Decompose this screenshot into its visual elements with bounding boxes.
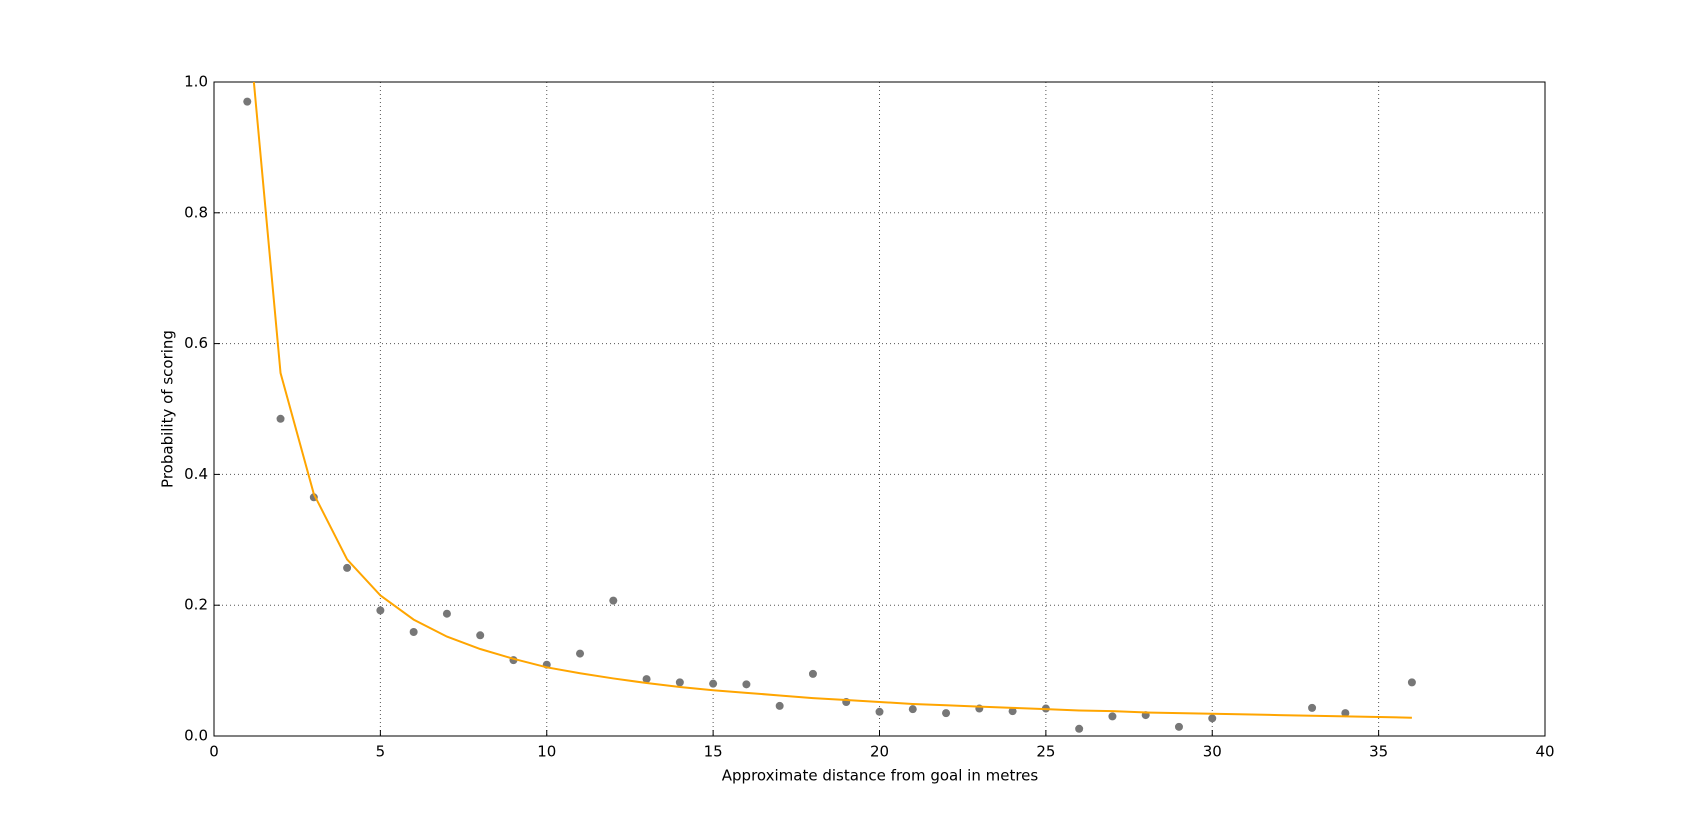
data-point [642,675,651,684]
data-point [775,701,784,710]
data-point [1208,714,1217,723]
data-point [1008,707,1017,716]
data-point [1108,712,1117,721]
data-point [343,563,352,572]
plot-area [243,82,1416,733]
data-point [709,679,718,688]
data-point [609,596,618,605]
x-tick-label: 10 [537,743,556,761]
data-point [376,606,385,615]
data-point [409,628,418,637]
x-tick-label: 0 [209,743,219,761]
data-point [1407,678,1416,687]
y-axis-label: Probability of scoring [159,330,177,488]
x-tick-label: 25 [1036,743,1055,761]
data-point [1308,703,1317,712]
data-point [808,669,817,678]
data-point [875,707,884,716]
fit-line [252,82,1412,719]
data-point [1341,709,1350,718]
x-tick-label: 40 [1535,743,1554,761]
x-tick-label: 15 [704,743,723,761]
data-point [276,414,285,423]
y-tick-label: 1.0 [184,73,208,91]
x-tick-label: 5 [376,743,386,761]
data-point [576,649,585,658]
y-tick-label: 0.8 [184,203,208,221]
y-tick-label: 0.2 [184,596,208,614]
data-point [675,678,684,687]
data-point [442,609,451,618]
data-point [243,97,252,106]
x-tick-label: 20 [870,743,889,761]
data-point [1075,724,1084,733]
x-tick-label: 35 [1369,743,1388,761]
y-tick-label: 0.6 [184,334,208,352]
x-axis-label: Approximate distance from goal in metres [722,767,1039,785]
x-tick-label: 30 [1203,743,1222,761]
y-tick-label: 0.4 [184,465,208,483]
y-tick-label: 0.0 [184,727,208,745]
plot-frame [213,81,1546,737]
data-point [1174,722,1183,731]
data-point [476,631,485,640]
data-point [942,709,951,718]
data-point [908,705,917,714]
data-point [742,680,751,689]
